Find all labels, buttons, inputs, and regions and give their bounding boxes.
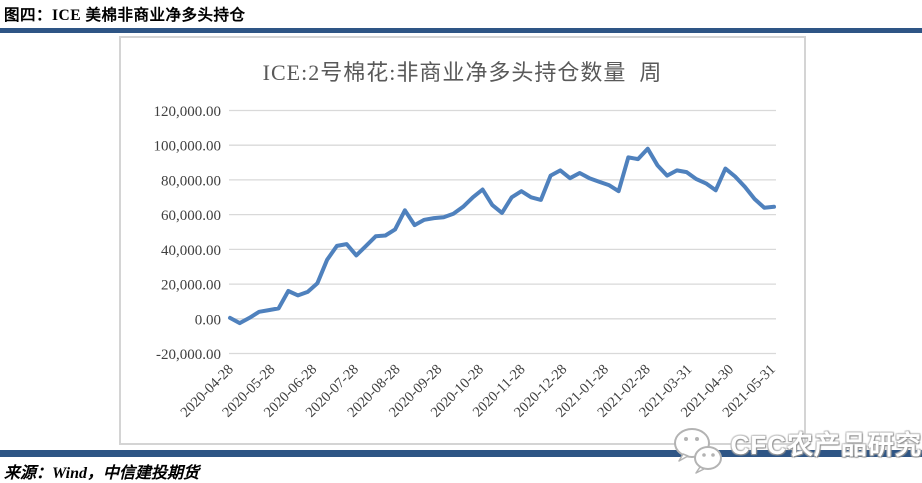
watermark-text: CFC农产品研究 <box>730 430 922 460</box>
chart-frame: ICE:2号棉花:非商业净多头持仓数量 周 120,000.00 100,000.… <box>119 36 806 445</box>
y-tick-label: 20,000.00 <box>161 278 221 294</box>
watermark: CFC农产品研究 <box>671 425 922 475</box>
y-tick-label: 40,000.00 <box>161 243 221 259</box>
source-text: 来源：Wind，中信建投期货 <box>4 465 199 482</box>
line-chart-plot: 120,000.00 100,000.00 80,000.00 60,000.00 40… <box>154 104 779 421</box>
figure-title: 图四：ICE 美棉非商业净多头持仓 <box>4 7 246 24</box>
top-divider-bar <box>0 28 922 33</box>
y-tick-label: 120,000.00 <box>154 104 222 120</box>
chart-title: ICE:2号棉花:非商业净多头持仓数量 周 <box>262 60 663 85</box>
bottom-divider-bar <box>0 450 922 457</box>
data-line-series <box>228 146 776 326</box>
y-tick-label: 60,000.00 <box>161 208 221 224</box>
wechat-icon <box>673 428 722 474</box>
y-tick-label: 80,000.00 <box>161 173 221 189</box>
y-tick-label: -20,000.00 <box>156 347 221 363</box>
y-tick-label: 100,000.00 <box>154 139 222 155</box>
y-tick-label: 0.00 <box>195 312 221 328</box>
